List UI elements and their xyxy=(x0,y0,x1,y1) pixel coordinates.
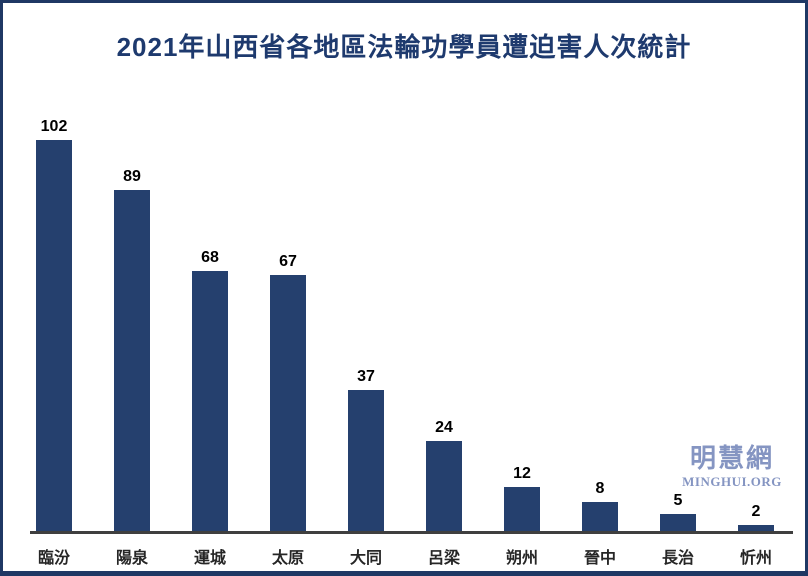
x-axis-label: 長治 xyxy=(661,550,694,567)
bar-column: 102 xyxy=(15,99,93,533)
bar-value-label: 8 xyxy=(595,480,605,497)
bar xyxy=(504,487,540,533)
x-axis-label: 晉中 xyxy=(583,550,616,567)
bar xyxy=(270,275,306,533)
x-axis-label: 呂梁 xyxy=(427,550,460,567)
bar-value-label: 24 xyxy=(435,419,453,436)
x-axis-label: 陽泉 xyxy=(115,550,148,567)
bar-column: 37 xyxy=(327,99,405,533)
bar-column: 8 xyxy=(561,99,639,533)
bar-value-label: 67 xyxy=(279,253,297,270)
bar xyxy=(36,140,72,533)
bar xyxy=(114,190,150,533)
bar-value-label: 68 xyxy=(201,249,219,266)
bar xyxy=(738,525,774,533)
bar xyxy=(426,441,462,533)
bar xyxy=(348,390,384,533)
bar-column: 24 xyxy=(405,99,483,533)
bar-value-label: 2 xyxy=(751,503,761,520)
bar xyxy=(582,502,618,533)
x-axis-labels-row: 臨汾 陽泉 運城 太原 大同 呂梁 朔州 晉中 長治 忻州 xyxy=(15,544,795,568)
x-axis-line xyxy=(30,531,793,534)
bar-value-label: 102 xyxy=(40,118,68,135)
bar-column: 2 xyxy=(717,99,795,533)
bar-column: 67 xyxy=(249,99,327,533)
bar-column: 68 xyxy=(171,99,249,533)
bar xyxy=(660,514,696,533)
bar-column: 12 xyxy=(483,99,561,533)
bar-column: 89 xyxy=(93,99,171,533)
x-axis-label: 運城 xyxy=(193,550,226,567)
x-axis-label: 大同 xyxy=(349,550,382,567)
bar-column: 5 xyxy=(639,99,717,533)
x-axis-label: 朔州 xyxy=(505,550,538,567)
x-axis-label: 忻州 xyxy=(739,550,772,567)
bar xyxy=(192,271,228,533)
bar-value-label: 12 xyxy=(513,465,531,482)
minghui-logo-english: MINGHUI.ORG xyxy=(682,473,782,489)
chart-title: 2021年山西省各地區法輪功學員遭迫害人次統計 xyxy=(116,32,692,62)
x-axis-label: 臨汾 xyxy=(37,550,70,567)
bar-value-label: 5 xyxy=(673,492,683,509)
bar-value-label: 89 xyxy=(123,168,141,185)
bar-value-label: 37 xyxy=(357,368,375,385)
minghui-logo-chinese: 明慧網 xyxy=(689,443,774,473)
minghui-logo: 明慧網 MINGHUI.ORG xyxy=(677,444,787,490)
x-axis-label: 太原 xyxy=(271,550,304,567)
bar-chart-plot-area: 102 89 68 67 37 24 12 8 5 2 xyxy=(15,99,795,533)
